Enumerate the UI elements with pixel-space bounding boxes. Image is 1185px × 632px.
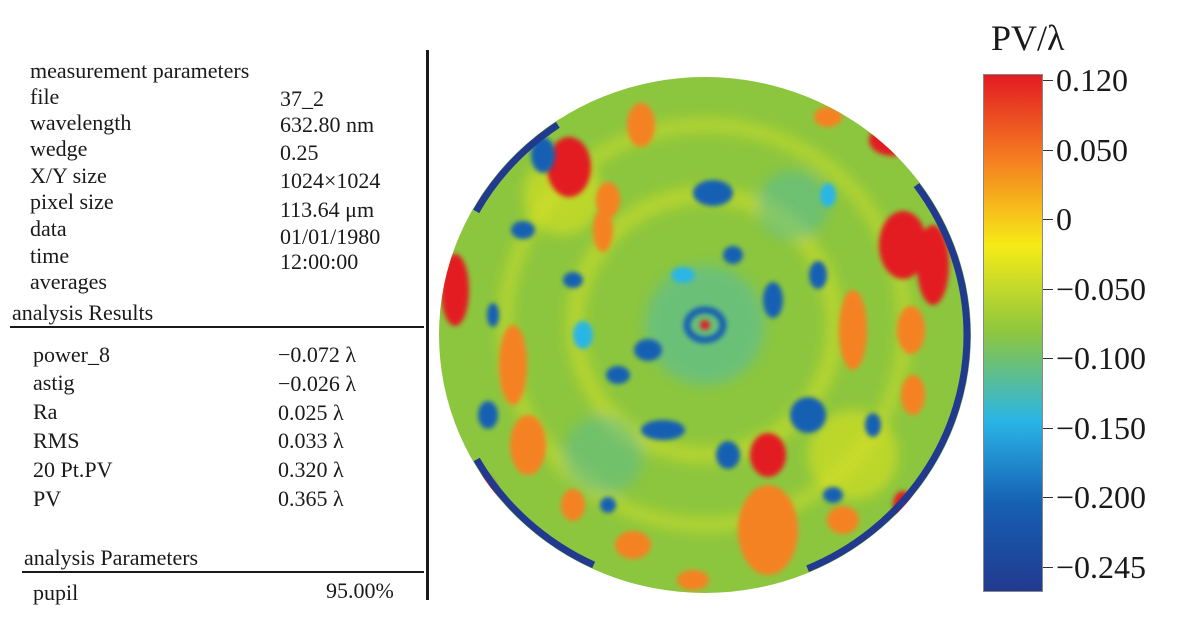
results-heading: analysis Results [12, 300, 154, 325]
colorbar-tick-label: −0.200 [1056, 479, 1147, 515]
measurement-label: data [30, 216, 67, 241]
colorbar-tick [1043, 358, 1053, 359]
results-label: RMS [33, 428, 80, 453]
colorbar-tick [1043, 428, 1053, 429]
colorbar-tick [1043, 289, 1053, 290]
colorbar-tick [1043, 150, 1053, 151]
colorbar-tick [1043, 219, 1053, 220]
results-label: power_8 [33, 342, 110, 367]
colorbar-tick-label: 0 [1056, 201, 1072, 237]
results-label: PV [33, 486, 62, 511]
measurement-value: 37_2 [280, 86, 324, 111]
measurement-value: 632.80 nm [280, 112, 375, 137]
results-label: astig [33, 370, 75, 395]
colorbar-tick [1043, 567, 1053, 568]
results-value: 0.320 λ [278, 457, 344, 482]
measurement-value: 113.64 μm [280, 197, 375, 222]
results-label: 20 Pt.PV [33, 457, 113, 482]
measurement-label: pixel size [30, 189, 114, 214]
panel-separator [426, 50, 429, 600]
results-value: 0.025 λ [278, 400, 344, 425]
measurement-label: averages [30, 269, 107, 294]
parameters-label: pupil [33, 580, 79, 605]
results-value: 0.365 λ [278, 486, 344, 511]
colorbar-tick-label: 0.050 [1056, 132, 1128, 168]
colorbar-tick [1043, 497, 1053, 498]
measurement-value: 12:00:00 [280, 249, 359, 274]
colorbar-tick-label: 0.120 [1056, 62, 1128, 98]
parameters-heading: analysis Parameters [24, 545, 199, 570]
colorbar-tick-label: −0.100 [1056, 340, 1147, 376]
results-value: −0.072 λ [278, 342, 357, 367]
measurement-label: file [30, 84, 60, 109]
measurement-label: X/Y size [30, 163, 107, 188]
colorbar-tick [1043, 80, 1053, 81]
results-label: Ra [33, 399, 58, 424]
measurement-value: 01/01/1980 [280, 224, 381, 249]
measurement-heading: measurement parameters [30, 58, 250, 83]
colorbar-title: PV/λ [991, 18, 1065, 58]
measurement-label: wavelength [30, 110, 132, 135]
colorbar [983, 74, 1043, 592]
colorbar-tick-label: −0.150 [1056, 410, 1147, 446]
parameters-value: 95.00% [326, 578, 394, 603]
results-value: −0.026 λ [278, 371, 357, 396]
measurement-value: 0.25 [280, 140, 319, 165]
parameters-divider [22, 571, 424, 573]
surface-height-map [439, 77, 971, 593]
colorbar-tick-label: −0.050 [1056, 271, 1147, 307]
colorbar-tick-label: −0.245 [1056, 549, 1147, 585]
results-value: 0.033 λ [278, 428, 344, 453]
measurement-value: 1024×1024 [280, 168, 381, 193]
measurement-label: wedge [30, 136, 88, 161]
results-divider [10, 326, 424, 328]
measurement-label: time [30, 243, 70, 268]
